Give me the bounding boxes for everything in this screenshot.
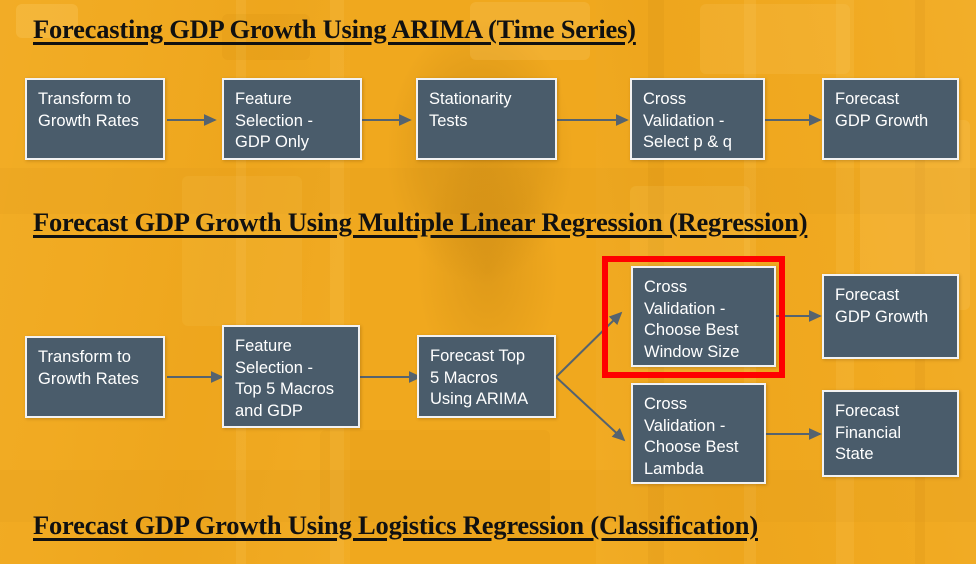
node-line: GDP Only [235,133,309,151]
node-line: Select p & q [643,133,732,151]
node-feature-selection-top-5-macros[interactable]: Feature Selection - Top 5 Macros and GDP [222,325,360,428]
node-line: Forecast Top [430,347,526,365]
section-title-arima: Forecasting GDP Growth Using ARIMA (Time… [33,14,636,44]
node-line: Lambda [644,459,704,478]
node-transform-to-growth-rates-arima[interactable]: Transform to Growth Rates [25,78,165,160]
node-line: Cross [644,395,688,413]
node-line: Validation - [644,416,726,435]
arrow-b3-b6 [555,376,626,442]
node-line: Validation - [643,111,725,130]
node-line: Transform to [38,348,131,366]
node-line: Selection - [235,358,313,377]
node-forecast-gdp-growth-arima[interactable]: Forecast GDP Growth [822,78,959,160]
node-line: State [835,445,874,463]
node-line: 5 Macros [430,368,498,387]
node-line: Validation - [644,299,726,318]
node-line: Top 5 Macros [235,380,335,398]
node-line: Cross [644,278,688,296]
node-line: GDP Growth [835,111,929,130]
node-cross-validation-select-p-and-q[interactable]: Cross Validation - Select p & q [630,78,765,160]
node-line: Choose Best [644,321,739,339]
node-line: Selection - [235,111,313,130]
node-forecast-top-5-macros-using-arima[interactable]: Forecast Top 5 Macros Using ARIMA [417,335,556,418]
background-shape [182,176,302,326]
node-forecast-gdp-growth-regression[interactable]: Forecast GDP Growth [822,274,959,359]
node-line: Growth Rates [38,111,139,130]
section-title-regression: Forecast GDP Growth Using Multiple Linea… [33,207,808,237]
node-cross-validation-choose-best-lambda[interactable]: Cross Validation - Choose Best Lambda [631,383,766,484]
node-cross-validation-choose-best-window-size[interactable]: Cross Validation - Choose Best Window Si… [631,266,776,367]
background-shape [700,4,850,74]
node-line: Feature [235,337,292,355]
node-line: Tests [429,111,468,130]
node-line: Growth Rates [38,369,139,388]
node-stationarity-tests[interactable]: Stationarity Tests [416,78,557,160]
node-feature-selection-gdp-only[interactable]: Feature Selection - GDP Only [222,78,362,160]
section-title-logistic: Forecast GDP Growth Using Logistics Regr… [33,510,758,540]
node-line: Forecast [835,286,900,304]
node-line: and GDP [235,401,303,420]
node-line: Cross [643,90,687,108]
node-line: Stationarity [429,90,512,108]
node-line: Transform to [38,90,131,108]
node-line: Choose Best [644,438,739,456]
node-transform-to-growth-rates-regression[interactable]: Transform to Growth Rates [25,336,165,418]
node-line: Feature [235,90,292,108]
node-line: Window Size [644,342,740,361]
highlight-rectangle [602,256,785,378]
node-forecast-financial-state[interactable]: Forecast Financial State [822,390,959,477]
node-line: Forecast [835,402,900,420]
node-line: Forecast [835,90,900,108]
node-line: GDP Growth [835,307,929,326]
node-line: Financial [835,423,902,442]
node-line: Using ARIMA [430,390,529,408]
